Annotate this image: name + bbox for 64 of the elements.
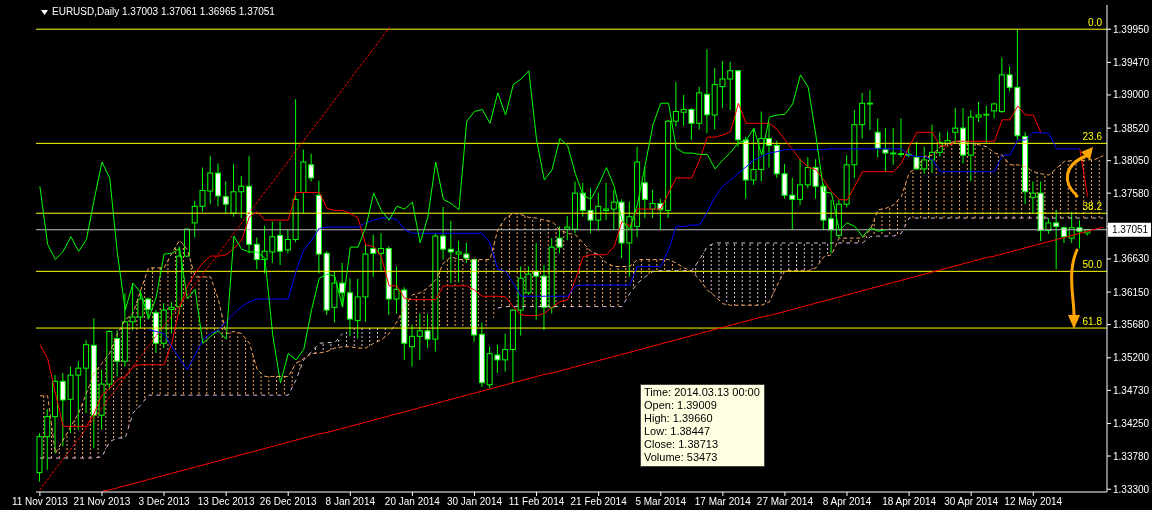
candlestick — [797, 158, 804, 206]
ref-line-label: 1.37051 — [1112, 224, 1149, 236]
x-tick-label: 11 Nov 2013 — [11, 496, 69, 507]
x-tick-label: 13 Dec 2013 — [197, 496, 255, 507]
candlestick — [952, 107, 959, 144]
y-tick-label: 1.39950 — [1113, 23, 1150, 35]
y-tick-label: 1.39470 — [1113, 56, 1150, 68]
candlestick — [440, 206, 447, 261]
annotation: 61.8 — [1082, 316, 1103, 328]
annotation: 0.0 — [1088, 17, 1103, 29]
annotation: 23.6 — [1082, 131, 1103, 143]
x-tick-label: 20 Jan 2014 — [384, 496, 441, 507]
annotation: Low: 1.38447 — [644, 425, 712, 438]
candlestick — [672, 81, 679, 128]
x-tick-label: 12 May 2014 — [1004, 496, 1063, 507]
x-tick-label: 17 Mar 2014 — [694, 496, 752, 507]
candlestick — [1029, 180, 1036, 214]
x-tick-label: 21 Nov 2013 — [73, 496, 131, 507]
y-tick-label: 1.36150 — [1113, 286, 1150, 298]
annotation: Open: 1.39009 — [644, 399, 718, 412]
y-tick-label: 1.34730 — [1113, 384, 1150, 396]
annotation: Volume: 53473 — [644, 451, 719, 464]
x-tick-label: 5 Mar 2014 — [635, 496, 687, 507]
x-tick-label: 30 Apr 2014 — [944, 496, 999, 507]
y-tick-label: 1.36630 — [1113, 253, 1150, 265]
candlestick — [114, 329, 121, 377]
y-tick-label: 1.33300 — [1113, 483, 1150, 495]
line-series — [101, 226, 1104, 492]
candlestick — [377, 232, 384, 272]
candlestick — [897, 117, 904, 158]
y-tick-label: 1.39000 — [1113, 89, 1150, 101]
x-tick-label: 3 Dec 2013 — [138, 496, 191, 507]
candlestick — [277, 221, 284, 266]
annotation: 50.0 — [1082, 259, 1103, 271]
y-tick-label: 1.34250 — [1113, 418, 1150, 430]
x-tick-label: 18 Apr 2014 — [882, 496, 937, 507]
candlestick — [874, 117, 881, 158]
y-tick-label: 1.35680 — [1113, 319, 1150, 331]
y-tick-label: 1.35200 — [1113, 352, 1150, 364]
annotation: Close: 1.38713 — [644, 438, 719, 451]
candlestick — [603, 182, 610, 221]
candlestick — [703, 48, 710, 134]
annotation: 38.2 — [1082, 201, 1103, 213]
x-tick-label: 27 Mar 2014 — [756, 496, 814, 507]
x-tick-label: 26 Dec 2013 — [259, 496, 318, 507]
annotation: High: 1.39660 — [644, 412, 714, 425]
candlestick — [866, 89, 873, 131]
y-tick-label: 1.38050 — [1113, 155, 1150, 167]
x-tick-label: 8 Jan 2014 — [325, 496, 376, 507]
chart-title: EURUSD,Daily 1.37003 1.37061 1.36965 1.37051 — [52, 6, 275, 18]
x-tick-label: 8 Apr 2014 — [822, 496, 872, 507]
candlestick — [409, 324, 416, 368]
x-tick-label: 11 Feb 2014 — [508, 496, 565, 507]
y-tick-label: 1.38520 — [1113, 122, 1150, 134]
candlestick — [215, 162, 221, 207]
annotation: Time: 2014.03.13 00:00 — [644, 386, 760, 399]
candlestick — [828, 199, 835, 254]
y-tick-label: 1.37580 — [1113, 187, 1150, 199]
y-tick-label: 1.33780 — [1113, 450, 1150, 462]
line-series — [39, 70, 887, 384]
candlestick — [83, 339, 90, 414]
candlestick — [564, 215, 571, 241]
x-tick-label: 21 Feb 2014 — [570, 496, 628, 507]
x-tick-label: 30 Jan 2014 — [446, 496, 503, 507]
